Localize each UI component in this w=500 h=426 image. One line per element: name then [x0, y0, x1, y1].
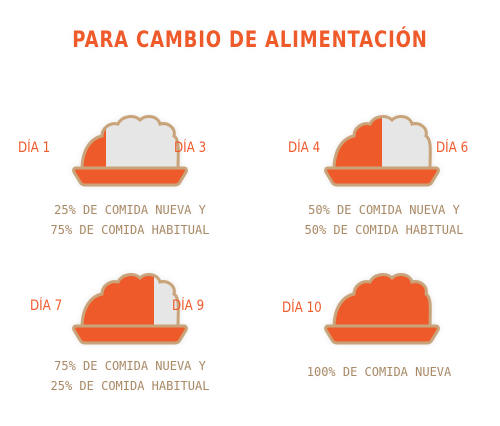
food-outline [332, 273, 432, 330]
end-day-label: DÍA 9 [172, 298, 205, 314]
ratio-caption: 50% DE COMIDA NUEVA Y 50% DE COMIDA HABI… [284, 200, 484, 240]
caption-line: 100% DE COMIDA NUEVA [306, 365, 452, 379]
page-title: PARA CAMBIO DE ALIMENTACIÓN [72, 28, 428, 53]
ratio-caption: 100% DE COMIDA NUEVA [274, 362, 484, 382]
caption-line: 25% DE COMIDA NUEVA Y [54, 203, 206, 217]
food-outline [80, 115, 180, 172]
bowl-base [72, 324, 188, 345]
food-bowl-icon [324, 115, 440, 187]
start-day-label: DÍA 7 [30, 298, 63, 314]
bowl-base [324, 166, 440, 187]
caption-line: 75% DE COMIDA NUEVA Y [54, 359, 206, 373]
caption-line: 50% DE COMIDA NUEVA Y [308, 203, 460, 217]
food-bowl-icon [72, 115, 188, 187]
food-bowl-icon [324, 273, 440, 345]
caption-line: 75% DE COMIDA HABITUAL [50, 223, 210, 237]
food-outline [80, 273, 180, 330]
caption-line: 50% DE COMIDA HABITUAL [304, 223, 464, 237]
ratio-caption: 75% DE COMIDA NUEVA Y 25% DE COMIDA HABI… [30, 356, 230, 396]
food-bowl-icon [72, 273, 188, 345]
food-outline [332, 115, 432, 172]
bowl-base [72, 166, 188, 187]
caption-line: 25% DE COMIDA HABITUAL [50, 379, 210, 393]
end-day-label: DÍA 6 [436, 140, 469, 156]
end-day-label: DÍA 3 [174, 140, 207, 156]
start-day-label: DÍA 10 [282, 300, 322, 316]
start-day-label: DÍA 1 [18, 140, 51, 156]
start-day-label: DÍA 4 [288, 140, 321, 156]
ratio-caption: 25% DE COMIDA NUEVA Y 75% DE COMIDA HABI… [30, 200, 230, 240]
bowl-base [324, 324, 440, 345]
